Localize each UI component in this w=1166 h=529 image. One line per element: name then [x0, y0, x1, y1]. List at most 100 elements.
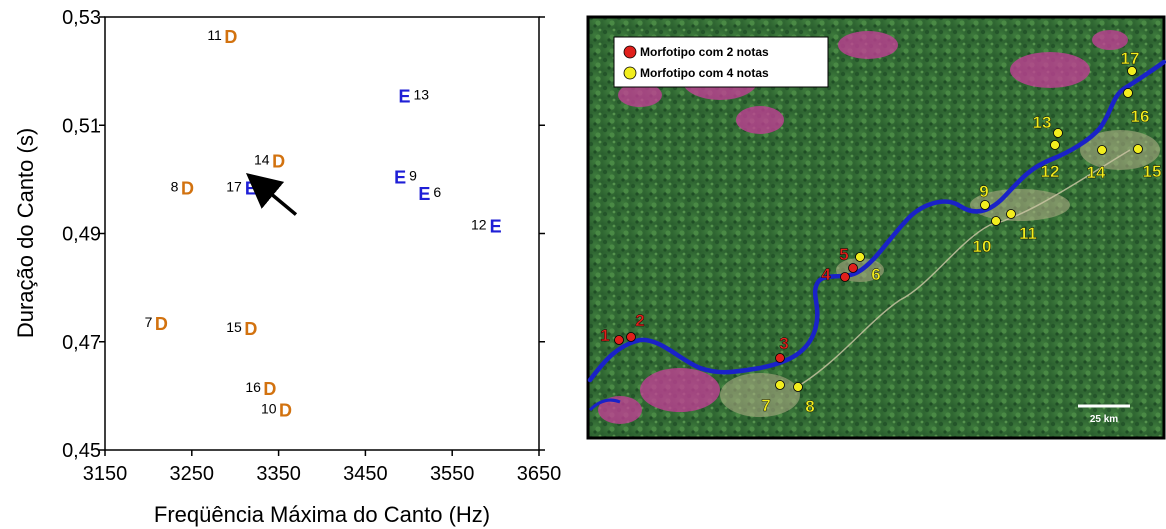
site-number: 2	[635, 311, 644, 330]
site-marker	[1123, 88, 1133, 98]
legend-label-2-notes: Morfotipo com 2 notas	[640, 45, 769, 59]
y-axis-ticks: 0,45 0,47 0,49 0,51 0,53	[62, 7, 545, 462]
site-number: 6	[871, 265, 880, 284]
site-marker	[980, 200, 990, 210]
site-marker	[1050, 140, 1060, 150]
site-number: 1	[600, 326, 609, 345]
point-id-label: 7	[145, 314, 153, 330]
x-tick-label: 3650	[517, 463, 562, 485]
point-id-label: 17	[226, 178, 242, 194]
y-tick-label: 0,47	[62, 332, 101, 354]
point-id-label: 10	[261, 400, 277, 416]
x-tick-label: 3450	[343, 463, 388, 485]
point-id-label: 6	[433, 184, 441, 200]
map-site: 14	[1086, 145, 1107, 182]
point-id-label: 12	[471, 216, 487, 232]
data-point: D14	[254, 151, 285, 171]
x-tick-label: 3350	[256, 463, 301, 485]
site-marker	[1127, 66, 1137, 76]
y-tick-label: 0,45	[62, 440, 101, 462]
satellite-map: Morfotipo com 2 notas Morfotipo com 4 no…	[586, 15, 1166, 440]
y-tick-label: 0,49	[62, 224, 101, 246]
legend-yellow-marker	[623, 66, 637, 80]
site-number: 5	[839, 245, 848, 264]
map-site: 10	[972, 216, 1001, 256]
plot-area	[104, 16, 540, 451]
road	[799, 149, 1131, 386]
map-site: 8	[793, 382, 815, 416]
site-number: 9	[979, 182, 988, 201]
point-id-label: 14	[254, 151, 270, 167]
map-site: 13	[1032, 113, 1063, 138]
legend-label-4-notes: Morfotipo com 4 notas	[640, 66, 769, 80]
data-point: E 13	[398, 86, 429, 106]
point-id-label: 8	[171, 178, 179, 194]
site-marker	[840, 272, 850, 282]
map-site: 2	[626, 311, 645, 342]
y-tick-label: 0,53	[62, 7, 101, 29]
y-axis-label: Duração do Canto (s)	[13, 128, 38, 338]
point-class-label: D	[224, 27, 237, 47]
point-class-label: E	[490, 216, 502, 236]
x-tick-label: 3250	[170, 463, 215, 485]
point-class-label: E	[398, 86, 410, 106]
site-number: 15	[1143, 162, 1162, 181]
map-site: 16	[1123, 88, 1150, 126]
data-point: D15	[226, 319, 257, 339]
highlight-arrow	[245, 173, 298, 216]
map-site: 9	[979, 182, 990, 210]
site-marker	[1097, 145, 1107, 155]
y-tick-label: 0,51	[62, 115, 101, 137]
map-site: 6	[855, 252, 881, 284]
river	[587, 59, 1166, 383]
data-point: D10	[261, 400, 292, 420]
site-marker	[775, 353, 785, 363]
point-class-label: E	[245, 178, 257, 198]
map-legend: Morfotipo com 2 notas Morfotipo com 4 no…	[613, 36, 829, 88]
x-axis-label: Freqüência Máxima do Canto (Hz)	[154, 502, 490, 527]
site-number: 13	[1033, 113, 1052, 132]
map-site: 1	[600, 326, 624, 345]
site-number: 14	[1087, 163, 1106, 182]
point-class-label: D	[155, 314, 168, 334]
legend-red-marker	[623, 45, 637, 59]
map-site: 3	[775, 334, 789, 363]
site-number: 4	[821, 265, 831, 284]
site-number: 16	[1131, 107, 1150, 126]
data-point: D7	[145, 314, 168, 334]
point-id-label: 15	[226, 319, 242, 335]
map-site: 7	[761, 380, 785, 415]
open-areas	[720, 130, 1160, 417]
x-tick-label: 3550	[430, 463, 475, 485]
map-site: 17	[1120, 49, 1140, 76]
map-site: 11	[1006, 209, 1037, 243]
point-id-label: 9	[409, 168, 417, 184]
point-class-label: D	[279, 400, 292, 420]
site-marker	[1133, 144, 1143, 154]
map-site: 12	[1040, 140, 1060, 181]
site-marker	[848, 263, 858, 273]
point-class-label: E	[394, 168, 406, 188]
data-point: D8	[171, 178, 194, 198]
river-branch	[588, 398, 621, 412]
data-point: D11	[207, 27, 237, 47]
data-point: E12	[471, 216, 502, 236]
point-id-label: 16	[245, 379, 261, 395]
x-tick-label: 3150	[83, 463, 128, 485]
point-class-label: E	[418, 184, 430, 204]
site-number: 11	[1019, 224, 1037, 243]
point-class-label: D	[263, 379, 276, 399]
scale-label: 25 km	[1090, 414, 1118, 425]
point-class-label: D	[244, 319, 257, 339]
scale-bar: 25 km	[1078, 404, 1130, 425]
site-number: 7	[761, 396, 770, 415]
point-class-label: D	[181, 178, 194, 198]
site-marker	[1053, 128, 1063, 138]
map-site: 5	[839, 245, 858, 273]
x-axis-ticks: 3150 3250 3350 3450 3550 3650	[83, 450, 562, 485]
site-number: 12	[1041, 162, 1060, 181]
